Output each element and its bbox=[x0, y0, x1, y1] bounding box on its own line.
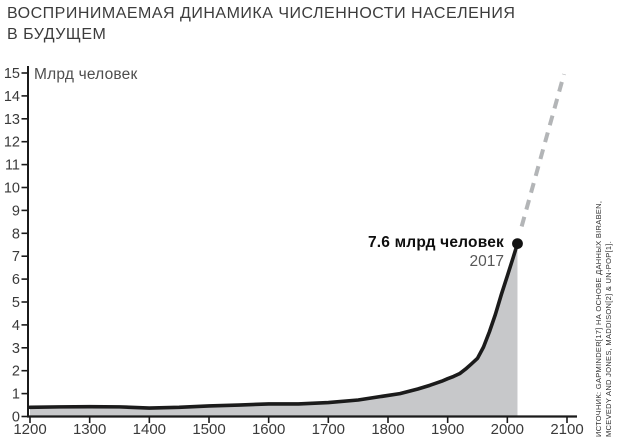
y-tick-label: 1 bbox=[12, 387, 20, 403]
x-axis: 1200 1300 1400 1500 1600 1700 1800 1900 2000 2100 bbox=[13, 415, 584, 438]
x-tick-label: 1900 bbox=[431, 421, 464, 438]
y-tick-label: 10 bbox=[4, 181, 20, 197]
x-tick-label: 2100 bbox=[550, 421, 583, 438]
y-tick-label: 9 bbox=[12, 203, 20, 219]
source-note-line2: MCEVEDY AND JONES, MADDISON[2] & UN-POP[… bbox=[604, 240, 613, 437]
x-tick-label: 1700 bbox=[312, 421, 345, 438]
y-tick-label: 12 bbox=[4, 135, 20, 151]
y-tick-label: 3 bbox=[12, 341, 20, 357]
y-tick-label: 2 bbox=[12, 364, 20, 380]
y-tick-label: 8 bbox=[12, 226, 20, 242]
chart-title: ВОСПРИНИМАЕМАЯ ДИНАМИКА ЧИСЛЕННОСТИ НАСЕ… bbox=[7, 3, 515, 45]
x-tick-label: 1300 bbox=[73, 421, 106, 438]
population-line bbox=[28, 241, 520, 410]
y-tick-label: 5 bbox=[12, 295, 20, 311]
source-note-line1: ИСТОЧНИК: GAPMINDER[17] НА ОСНОВЕ ДАННЫХ… bbox=[594, 200, 603, 437]
y-tick-label: 15 bbox=[4, 66, 20, 82]
annotation-year-label: 2017 bbox=[469, 253, 504, 270]
x-tick-label: 1200 bbox=[13, 421, 46, 438]
chart-title-line1: ВОСПРИНИМАЕМАЯ ДИНАМИКА ЧИСЛЕННОСТИ НАСЕ… bbox=[7, 5, 516, 22]
x-tick-label: 1500 bbox=[192, 421, 225, 438]
source-note: ИСТОЧНИК: GAPMINDER[17] НА ОСНОВЕ ДАННЫХ… bbox=[594, 201, 614, 437]
y-axis-unit-label: Млрд человек bbox=[34, 66, 137, 83]
y-tick-label: 14 bbox=[4, 89, 20, 105]
annotation-value-label: 7.6 млрд человек bbox=[367, 234, 504, 251]
y-tick-label: 6 bbox=[12, 272, 20, 288]
projection-dashed-line bbox=[519, 73, 566, 227]
x-tick-label: 1800 bbox=[371, 421, 404, 438]
x-tick-label: 1600 bbox=[252, 421, 285, 438]
population-area bbox=[30, 243, 518, 417]
y-tick-label: 0 bbox=[12, 410, 20, 426]
y-tick-label: 13 bbox=[4, 112, 20, 128]
x-tick-label: 2000 bbox=[491, 421, 524, 438]
data-point-dot bbox=[512, 238, 523, 250]
y-tick-label: 11 bbox=[5, 158, 20, 174]
chart-title-line2: В БУДУЩЕМ bbox=[7, 26, 107, 43]
x-tick-label: 1400 bbox=[133, 421, 166, 438]
data-point-annotation: 7.6 млрд человек 2017 bbox=[200, 234, 504, 271]
y-tick-label: 7 bbox=[12, 249, 20, 265]
y-tick-label: 4 bbox=[12, 318, 20, 334]
